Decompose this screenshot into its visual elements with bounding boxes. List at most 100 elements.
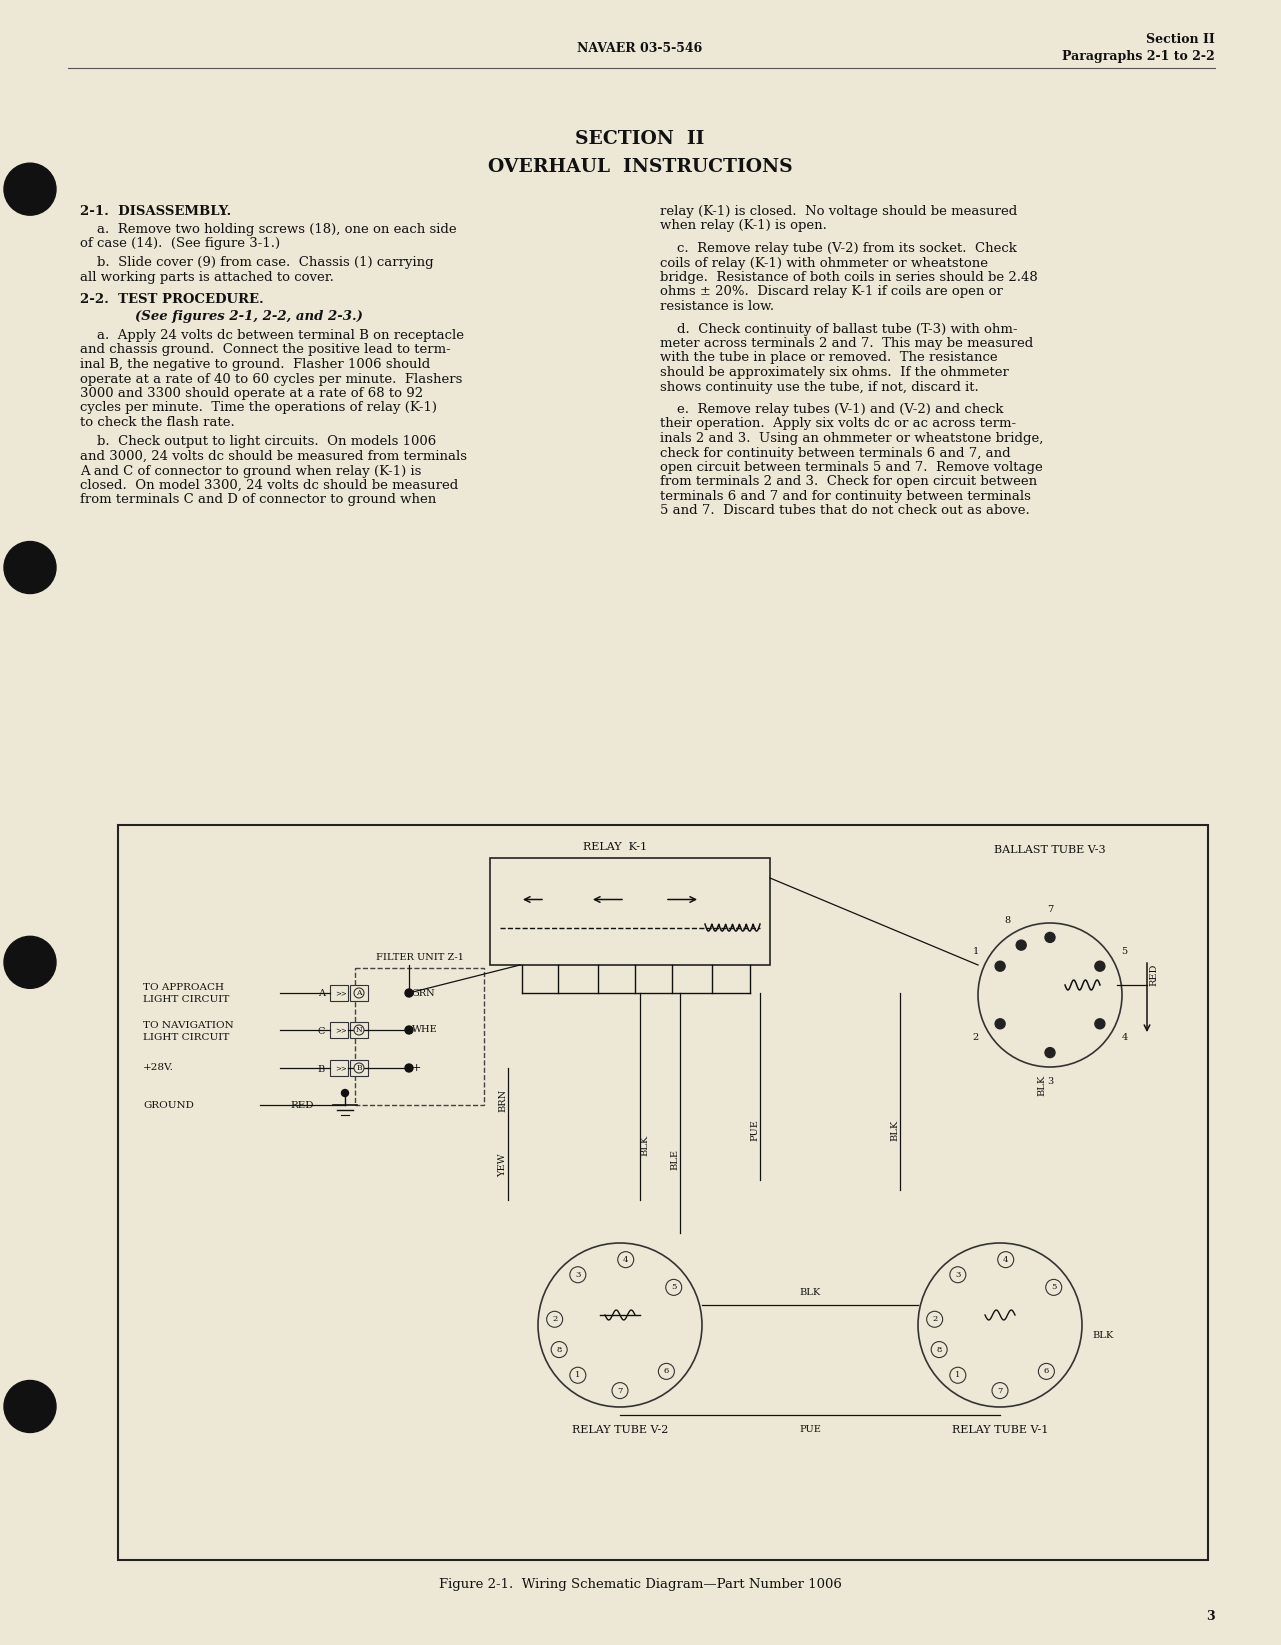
Text: 2-2.  TEST PROCEDURE.: 2-2. TEST PROCEDURE. [79, 293, 264, 306]
Text: Figure 2-1.  Wiring Schematic Diagram—Part Number 1006: Figure 2-1. Wiring Schematic Diagram—Par… [438, 1578, 842, 1591]
Circle shape [547, 1311, 562, 1328]
Bar [355, 967, 484, 1105]
Text: B: B [318, 1064, 325, 1074]
Text: OVERHAUL  INSTRUCTIONS: OVERHAUL INSTRUCTIONS [488, 158, 793, 176]
Bar [118, 826, 1208, 1559]
Text: 5: 5 [671, 1283, 676, 1291]
Text: GROUND: GROUND [143, 1101, 193, 1109]
Bar [330, 1059, 348, 1076]
Text: and 3000, 24 volts dc should be measured from terminals: and 3000, 24 volts dc should be measured… [79, 451, 468, 462]
Text: SECTION  II: SECTION II [575, 130, 705, 148]
Bar [330, 1022, 348, 1038]
Circle shape [4, 936, 56, 989]
Circle shape [949, 1267, 966, 1283]
Text: should be approximately six ohms.  If the ohmmeter: should be approximately six ohms. If the… [660, 365, 1009, 378]
Text: LIGHT CIRCUIT: LIGHT CIRCUIT [143, 1033, 229, 1041]
Text: open circuit between terminals 5 and 7.  Remove voltage: open circuit between terminals 5 and 7. … [660, 461, 1043, 474]
Circle shape [1045, 1048, 1056, 1058]
Text: A: A [318, 990, 325, 999]
Text: Section II: Section II [1146, 33, 1214, 46]
Text: TO APPROACH: TO APPROACH [143, 984, 224, 992]
Text: of case (14).  (See figure 3-1.): of case (14). (See figure 3-1.) [79, 237, 281, 250]
Text: 2: 2 [552, 1316, 557, 1323]
Circle shape [551, 1342, 567, 1357]
Text: >>: >> [336, 1064, 347, 1073]
Text: 3000 and 3300 should operate at a rate of 68 to 92: 3000 and 3300 should operate at a rate o… [79, 387, 423, 400]
Circle shape [1095, 1018, 1106, 1028]
Text: YEW: YEW [498, 1153, 507, 1176]
Text: GRN: GRN [412, 989, 436, 997]
Circle shape [405, 1026, 412, 1035]
Text: 1: 1 [956, 1372, 961, 1379]
Text: relay (K-1) is closed.  No voltage should be measured: relay (K-1) is closed. No voltage should… [660, 206, 1017, 219]
Text: FILTER UNIT Z-1: FILTER UNIT Z-1 [375, 952, 464, 962]
Text: 7: 7 [617, 1387, 623, 1395]
Circle shape [918, 1244, 1082, 1406]
Circle shape [612, 1382, 628, 1398]
Text: with the tube in place or removed.  The resistance: with the tube in place or removed. The r… [660, 352, 998, 365]
Text: 8: 8 [936, 1346, 942, 1354]
Text: 1: 1 [575, 1372, 580, 1379]
Text: BLK: BLK [640, 1135, 649, 1156]
Text: to check the flash rate.: to check the flash rate. [79, 416, 234, 429]
Circle shape [991, 1382, 1008, 1398]
Text: +28V.: +28V. [143, 1064, 174, 1073]
Text: TO NAVIGATION: TO NAVIGATION [143, 1020, 233, 1030]
Text: BLK: BLK [1038, 1074, 1047, 1096]
Text: 7: 7 [1047, 905, 1053, 913]
Text: ohms ± 20%.  Discard relay K-1 if coils are open or: ohms ± 20%. Discard relay K-1 if coils a… [660, 286, 1003, 298]
Text: d.  Check continuity of ballast tube (T-3) with ohm-: d. Check continuity of ballast tube (T-3… [660, 322, 1017, 336]
Text: BLK: BLK [890, 1119, 899, 1140]
Text: and chassis ground.  Connect the positive lead to term-: and chassis ground. Connect the positive… [79, 344, 451, 357]
Circle shape [1045, 933, 1056, 943]
Text: 3: 3 [956, 1270, 961, 1278]
Text: b.  Slide cover (9) from case.  Chassis (1) carrying: b. Slide cover (9) from case. Chassis (1… [79, 257, 434, 270]
Bar [491, 859, 770, 966]
Text: resistance is low.: resistance is low. [660, 299, 774, 313]
Circle shape [405, 989, 412, 997]
Circle shape [977, 923, 1122, 1068]
Circle shape [1045, 1280, 1062, 1295]
Bar [330, 985, 348, 1002]
Circle shape [995, 1018, 1006, 1028]
Text: 2: 2 [933, 1316, 938, 1323]
Text: a.  Apply 24 volts dc between terminal B on receptacle: a. Apply 24 volts dc between terminal B … [79, 329, 464, 342]
Text: N: N [356, 1026, 363, 1035]
Text: 4: 4 [623, 1255, 629, 1263]
Circle shape [949, 1367, 966, 1383]
Text: 8: 8 [556, 1346, 562, 1354]
Text: PUE: PUE [799, 1425, 821, 1434]
Text: PUE: PUE [751, 1119, 760, 1142]
Circle shape [658, 1364, 674, 1380]
Circle shape [1016, 939, 1026, 951]
Circle shape [570, 1367, 585, 1383]
Text: RED: RED [290, 1101, 314, 1109]
Text: check for continuity between terminals 6 and 7, and: check for continuity between terminals 6… [660, 446, 1011, 459]
Text: 4: 4 [1121, 1033, 1127, 1043]
Text: BLK: BLK [1091, 1331, 1113, 1339]
Text: BALLAST TUBE V-3: BALLAST TUBE V-3 [994, 846, 1106, 855]
Circle shape [342, 1089, 348, 1097]
Bar [350, 1059, 368, 1076]
Circle shape [931, 1342, 947, 1357]
Text: e.  Remove relay tubes (V-1) and (V-2) and check: e. Remove relay tubes (V-1) and (V-2) an… [660, 403, 1003, 416]
Text: inals 2 and 3.  Using an ohmmeter or wheatstone bridge,: inals 2 and 3. Using an ohmmeter or whea… [660, 433, 1044, 446]
Text: A and C of connector to ground when relay (K-1) is: A and C of connector to ground when rela… [79, 464, 421, 477]
Circle shape [617, 1252, 634, 1268]
Text: meter across terminals 2 and 7.  This may be measured: meter across terminals 2 and 7. This may… [660, 337, 1034, 350]
Circle shape [926, 1311, 943, 1328]
Circle shape [666, 1280, 681, 1295]
Text: from terminals 2 and 3.  Check for open circuit between: from terminals 2 and 3. Check for open c… [660, 475, 1038, 489]
Circle shape [4, 1380, 56, 1433]
Text: RED: RED [1149, 964, 1158, 987]
Circle shape [405, 1064, 412, 1073]
Text: BRN: BRN [498, 1089, 507, 1112]
Text: inal B, the negative to ground.  Flasher 1006 should: inal B, the negative to ground. Flasher … [79, 359, 430, 372]
Text: 3: 3 [1047, 1076, 1053, 1086]
Text: coils of relay (K-1) with ohmmeter or wheatstone: coils of relay (K-1) with ohmmeter or wh… [660, 257, 988, 270]
Text: their operation.  Apply six volts dc or ac across term-: their operation. Apply six volts dc or a… [660, 418, 1016, 431]
Bar [350, 985, 368, 1002]
Text: a.  Remove two holding screws (18), one on each side: a. Remove two holding screws (18), one o… [79, 224, 456, 235]
Text: b.  Check output to light circuits.  On models 1006: b. Check output to light circuits. On mo… [79, 436, 437, 449]
Circle shape [995, 961, 1006, 971]
